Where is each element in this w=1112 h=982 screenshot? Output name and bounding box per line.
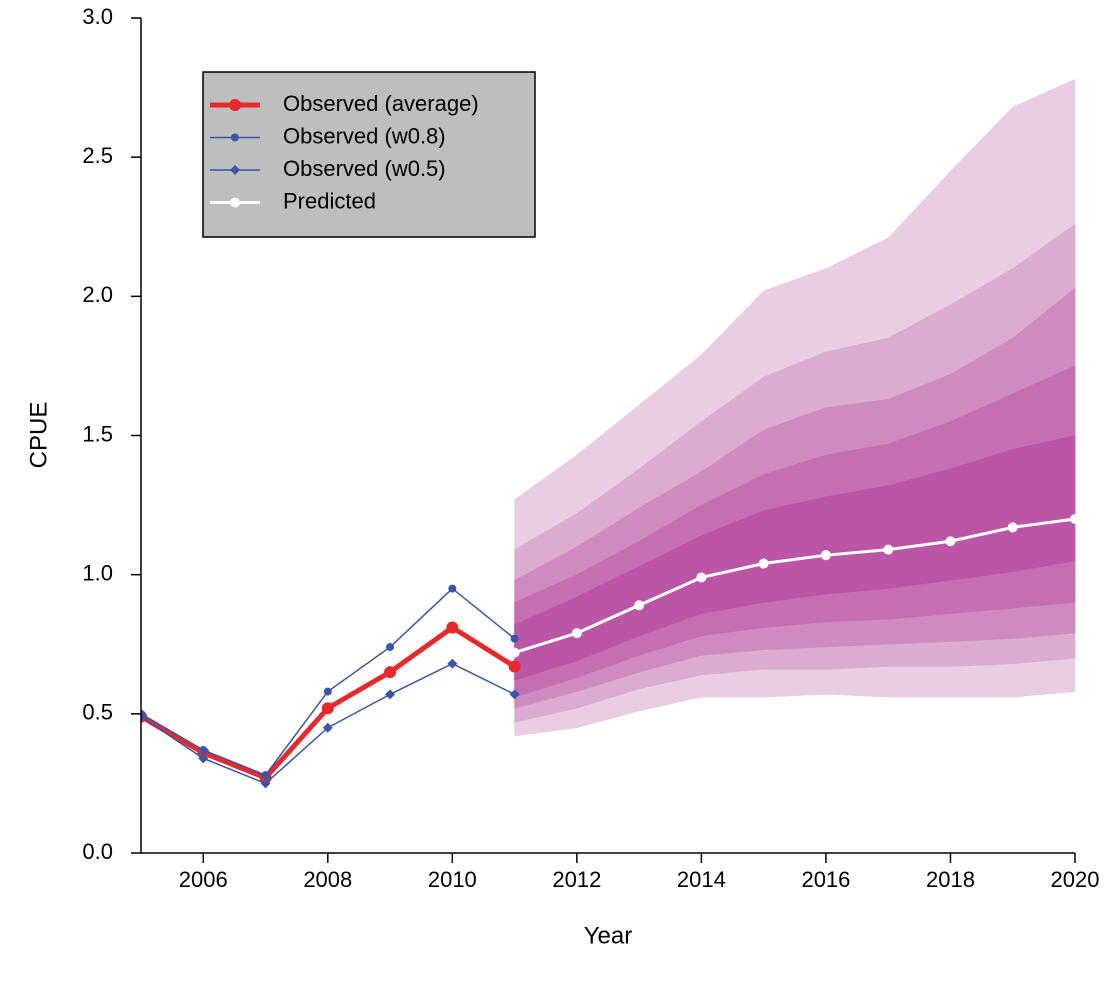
data-point: [448, 584, 457, 593]
data-point: [510, 634, 519, 643]
y-tick-label: 3.0: [82, 4, 113, 29]
data-point: [141, 711, 146, 722]
data-point: [696, 572, 707, 583]
data-point: [198, 753, 209, 764]
y-tick-label: 2.5: [82, 143, 113, 168]
x-tick-label: 2006: [179, 867, 228, 892]
y-tick-label: 0.0: [82, 839, 113, 864]
data-point: [634, 600, 645, 611]
x-tick-label: 2012: [552, 867, 601, 892]
data-point: [386, 643, 395, 652]
x-tick-label: 2014: [677, 867, 726, 892]
legend-label: Predicted: [283, 188, 376, 213]
data-point: [1007, 522, 1018, 533]
data-point: [1070, 514, 1076, 524]
data-point: [261, 771, 270, 780]
data-point: [199, 746, 208, 755]
y-tick-label: 2.0: [82, 282, 113, 307]
legend-marker: [231, 133, 239, 142]
data-point: [883, 544, 894, 555]
legend-marker: [230, 165, 240, 175]
legend-label: Observed (w0.5): [283, 156, 446, 181]
y-tick-label: 0.5: [82, 700, 113, 725]
data-point: [571, 628, 582, 639]
x-tick-label: 2020: [1051, 867, 1100, 892]
y-tick-label: 1.0: [82, 560, 113, 585]
legend-marker: [230, 197, 240, 208]
data-point: [384, 666, 397, 679]
data-point: [321, 702, 334, 715]
data-point: [820, 550, 831, 561]
legend-label: Observed (average): [283, 91, 479, 116]
x-tick-label: 2018: [926, 867, 975, 892]
data-point: [509, 647, 520, 658]
data-point: [385, 689, 396, 700]
data-point: [322, 722, 333, 733]
data-point: [447, 658, 458, 669]
data-point: [945, 536, 956, 547]
x-axis-title: Year: [584, 922, 633, 949]
data-point: [758, 558, 769, 569]
series-line: [141, 587, 516, 776]
data-point: [260, 778, 271, 789]
series-line: [514, 517, 1076, 655]
legend-marker: [229, 99, 241, 111]
legend-box: [202, 71, 536, 238]
plot-area: [141, 78, 1076, 789]
x-tick-label: 2008: [303, 867, 352, 892]
y-tick-label: 1.5: [82, 421, 113, 446]
data-point: [323, 687, 332, 696]
x-tick-label: 2010: [428, 867, 477, 892]
y-axis-title: CPUE: [25, 402, 52, 469]
x-tick-label: 2016: [801, 867, 850, 892]
legend-label: Observed (w0.8): [283, 123, 446, 148]
data-point: [508, 660, 521, 673]
data-point: [509, 689, 520, 700]
data-point: [446, 621, 459, 634]
